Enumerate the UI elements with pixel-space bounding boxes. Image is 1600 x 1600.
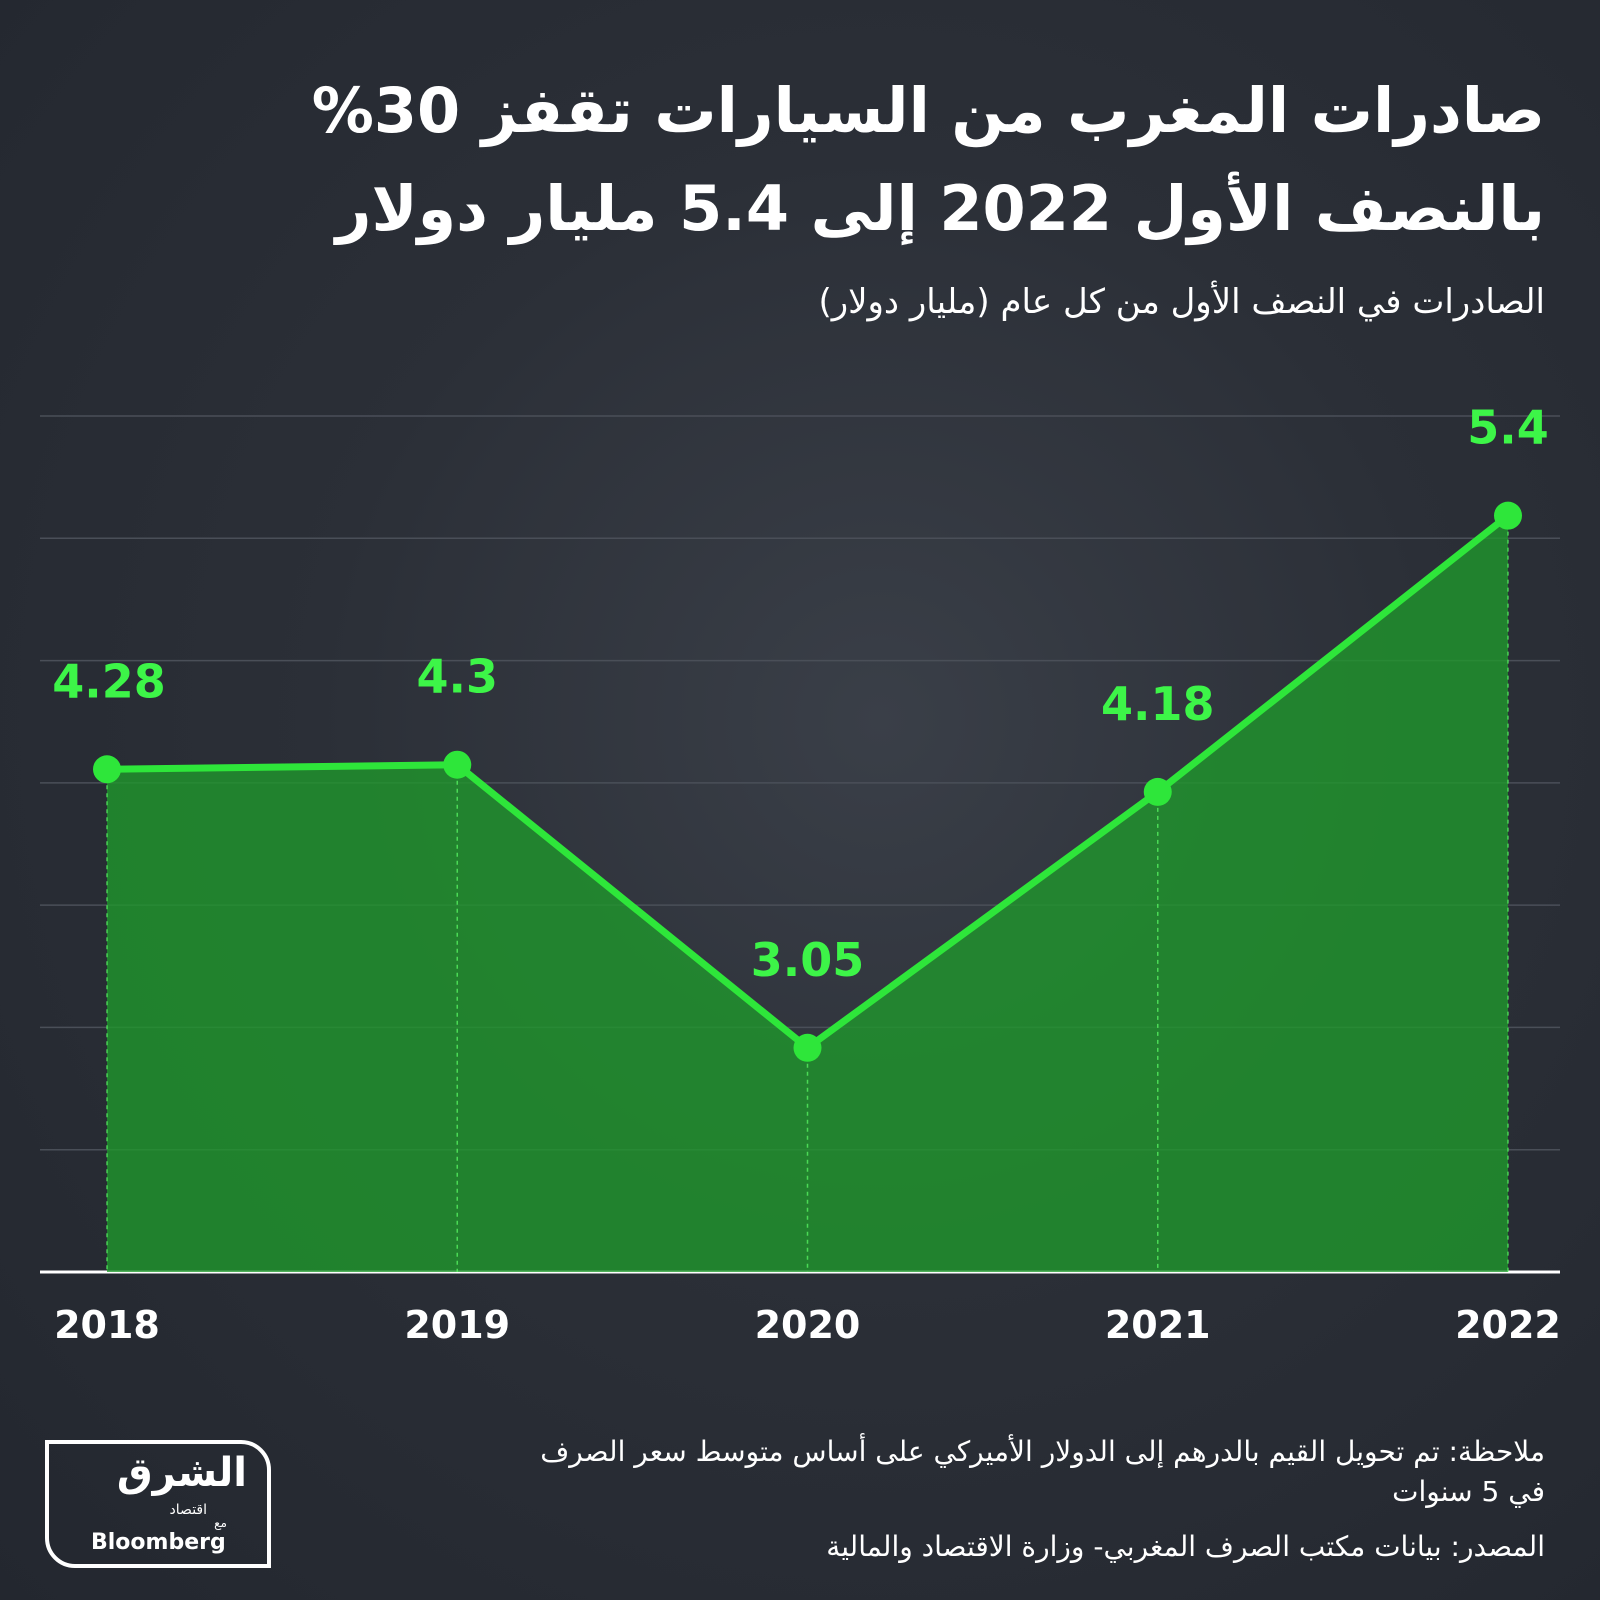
value-label: 5.4 [1467,401,1549,455]
logo-tagline: اقتصاد [169,1502,207,1518]
value-label: 4.28 [52,654,166,708]
point [1494,501,1522,530]
value-label: 4.3 [417,650,499,704]
subtitle: الصادرات في النصف الأول من كل عام (مليار… [818,282,1545,322]
source: المصدر: بيانات مكتب الصرف المغربي- وزارة… [826,1530,1545,1563]
x-tick-label: 2020 [755,1303,861,1347]
x-tick-label: 2021 [1105,1303,1211,1347]
logo-with: مع [214,1516,227,1530]
logo: الشرق اقتصاد مع Bloomberg [45,1440,271,1568]
point [93,755,121,784]
point [1143,777,1172,806]
logo-name: الشرق [116,1450,247,1496]
point [443,750,472,779]
point [793,1033,822,1062]
area [107,515,1508,1272]
value-label: 4.18 [1101,677,1215,731]
x-tick-label: 2022 [1455,1303,1561,1347]
note: ملاحظة: تم تحويل القيم بالدرهم إلى الدول… [540,1435,1545,1508]
logo-partner: Bloomberg [91,1530,226,1555]
x-tick-label: 2018 [54,1303,160,1347]
title: صادرات المغرب من السيارات تقفز 30% بالنص… [311,74,1545,245]
chart: 4.28 4.3 3.05 4.18 5.4 2018 2019 2020 2021 2022 [40,401,1561,1347]
x-tick-label: 2019 [404,1303,510,1347]
value-label: 3.05 [751,933,865,987]
